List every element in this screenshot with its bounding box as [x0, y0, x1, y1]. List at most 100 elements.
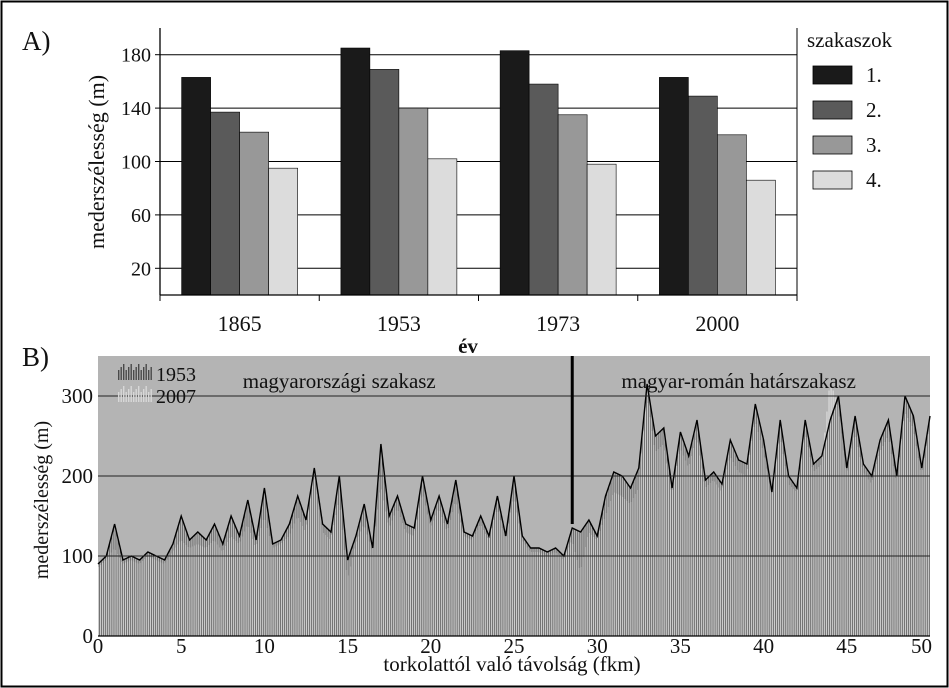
legend-swatch-2 — [812, 100, 853, 120]
bar-2007 — [162, 563, 165, 636]
bar-1953 — [161, 558, 163, 636]
bar-2007 — [466, 537, 468, 636]
bar-2007 — [807, 447, 809, 636]
bar-2007 — [221, 550, 223, 636]
bar-2007 — [634, 494, 637, 636]
bar-2007 — [218, 547, 221, 636]
bar-1953 — [309, 500, 310, 636]
bar-2007 — [530, 552, 533, 636]
bar-1953 — [390, 513, 391, 636]
bar-1953 — [827, 433, 828, 636]
bar-2007 — [830, 383, 832, 636]
bar-2007 — [788, 485, 791, 636]
bar-2007 — [840, 433, 843, 636]
bar-1953 — [594, 530, 595, 636]
bar-1953 — [126, 558, 127, 636]
bar-2007 — [535, 552, 537, 636]
bar-1953 — [687, 453, 689, 636]
bar-2007 — [832, 390, 834, 636]
bar-2007 — [508, 523, 510, 636]
bar-1953 — [144, 555, 146, 636]
bar-2007 — [618, 494, 620, 636]
bar-2007 — [597, 537, 599, 636]
bar-1953 — [583, 527, 585, 636]
bar-2007 — [759, 440, 762, 636]
bar-2007 — [356, 541, 358, 636]
panel-a: A) 20 60 100 140 180 1865 1953 1973 2000 év med… — [22, 26, 893, 358]
bar-2007 — [451, 512, 454, 636]
bar-1953 — [363, 508, 364, 636]
bar-2000-series-1 — [659, 77, 689, 296]
bar-1953 — [184, 525, 185, 636]
bar-1953 — [321, 517, 323, 636]
bar-2007 — [815, 469, 818, 636]
panel-b-x-tick-label: 35 — [670, 634, 691, 658]
bar-1953 — [431, 517, 433, 636]
bar-2007 — [555, 553, 558, 636]
bar-2007 — [341, 530, 343, 636]
bar-2007 — [304, 530, 306, 636]
bar-1953 — [841, 423, 843, 636]
bar-2007 — [919, 470, 922, 636]
bar-2007 — [768, 479, 770, 636]
bar-1953 — [641, 436, 643, 636]
bar-2007 — [909, 422, 911, 636]
bar-2007 — [337, 505, 339, 636]
bar-2007 — [141, 561, 144, 636]
panel-a-y-ticks: 20 60 100 140 180 — [121, 45, 160, 280]
bar-2007 — [510, 512, 512, 636]
bar-1953 — [591, 526, 593, 636]
panel-a-y-tick-label: 140 — [121, 98, 151, 120]
bar-1953 — [616, 473, 618, 636]
bar-1953 — [232, 518, 233, 636]
bar-1953 — [812, 458, 814, 636]
panel-b-x-tick-label: 50 — [911, 634, 932, 658]
bar-1953 — [822, 451, 824, 636]
bar-1953 — [255, 535, 256, 636]
bar-1953 — [879, 444, 880, 636]
bar-2007 — [437, 510, 439, 636]
bar-2007 — [797, 484, 799, 636]
bar-1953 — [903, 406, 905, 636]
bar-1953 — [804, 428, 805, 636]
bar-2007 — [549, 554, 551, 636]
bar-2007 — [422, 496, 425, 636]
bar-2007 — [399, 517, 402, 636]
bar-1953 — [735, 452, 737, 636]
bar-1953 — [893, 455, 895, 636]
bar-1953 — [629, 486, 631, 636]
bar-2007 — [264, 520, 266, 636]
bar-1953 — [824, 442, 826, 636]
bar-2007 — [123, 563, 125, 636]
bar-1953 — [392, 508, 393, 636]
bar-1953 — [103, 559, 104, 636]
bar-1953 — [151, 553, 152, 636]
bar-2007 — [795, 491, 797, 636]
bar-2007 — [780, 442, 782, 636]
bar-2007 — [312, 479, 314, 636]
panel-b-y-tick-label: 200 — [62, 464, 94, 488]
bar-2007 — [899, 457, 901, 636]
bar-1953 — [698, 427, 699, 636]
bar-2007 — [657, 449, 660, 636]
bar-1953 — [787, 469, 789, 636]
bar-2007 — [699, 455, 701, 636]
bar-1953 — [554, 548, 556, 636]
bar-1953 — [107, 552, 108, 636]
bar-1953 — [425, 492, 427, 636]
bar-2007 — [150, 557, 152, 636]
bar-2007 — [595, 539, 597, 636]
bar-2007 — [732, 462, 734, 636]
bar-1953 — [750, 441, 751, 636]
legend-title: szakaszok — [807, 28, 893, 52]
bar-2007 — [585, 547, 587, 636]
panel-b-x-tick-label: 40 — [753, 634, 774, 658]
panel-b-x-tick-label: 0 — [93, 634, 104, 658]
bar-1953 — [477, 523, 479, 636]
panel-a-y-tick-label: 20 — [131, 258, 151, 280]
bar-1953 — [423, 481, 425, 636]
bar-1953 — [248, 505, 250, 636]
bar-1953 — [263, 494, 264, 636]
bar-1953 — [558, 551, 560, 636]
bar-1953 — [217, 531, 219, 636]
